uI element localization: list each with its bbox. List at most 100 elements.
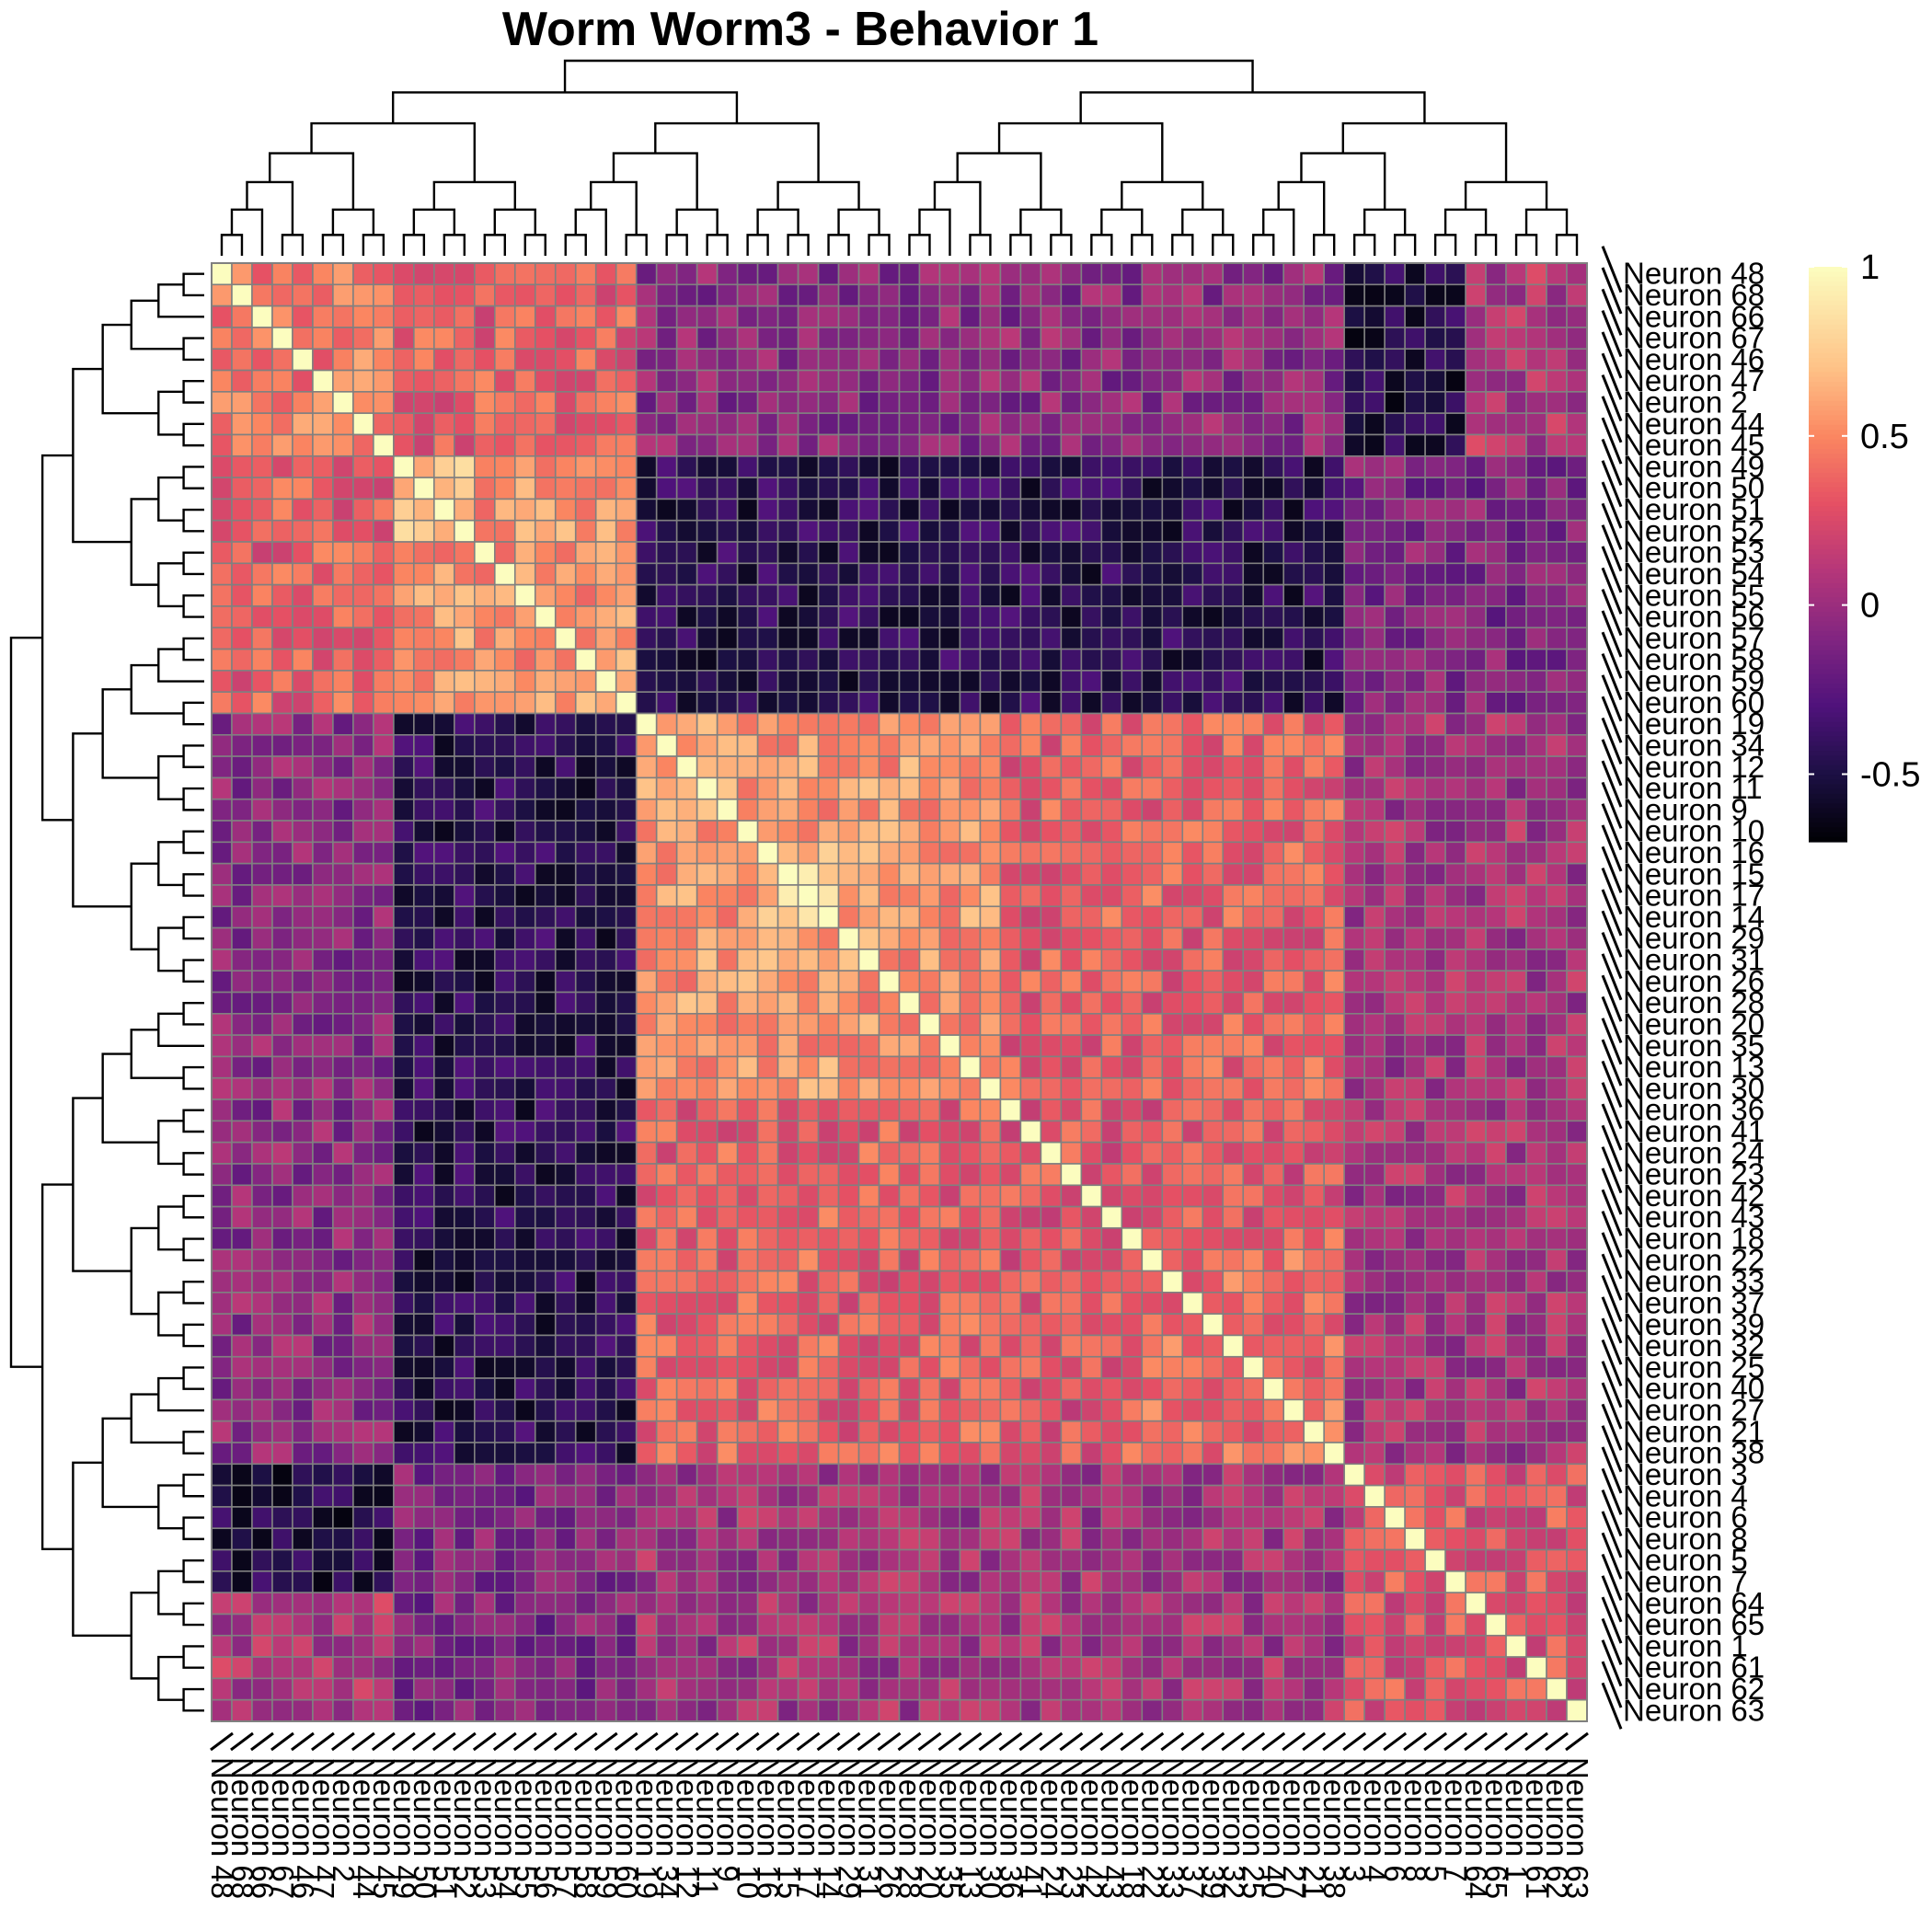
heatmap-cell [373, 283, 395, 307]
heatmap-cell [534, 1656, 557, 1680]
heatmap-cell [413, 1163, 435, 1187]
heatmap-cell [454, 712, 476, 736]
heatmap-cell [857, 1656, 880, 1680]
heatmap-cell [1343, 691, 1365, 715]
heatmap-cell [716, 262, 739, 286]
heatmap-cell [554, 583, 577, 607]
heatmap-cell [231, 1634, 253, 1658]
heatmap-cell [1161, 454, 1184, 478]
row-label-tick [1601, 1446, 1623, 1494]
heatmap-cell [574, 1677, 597, 1701]
heatmap-cell [837, 283, 860, 307]
heatmap-cell [211, 541, 233, 565]
heatmap-cell [1019, 1527, 1042, 1551]
heatmap-cell [352, 433, 374, 457]
heatmap-cell [1404, 1334, 1426, 1358]
heatmap-cell [454, 1184, 476, 1208]
heatmap-cell [675, 412, 698, 436]
heatmap-cell [1444, 327, 1466, 351]
heatmap-cell [454, 1141, 476, 1165]
heatmap-cell [918, 991, 941, 1015]
heatmap-cell [332, 691, 354, 715]
heatmap-cell [1242, 1442, 1265, 1466]
heatmap-cell [1060, 1205, 1083, 1229]
heatmap-cell [1444, 1548, 1466, 1572]
heatmap-cell [878, 391, 901, 414]
heatmap-cell [1080, 1270, 1103, 1294]
heatmap-cell [1282, 905, 1305, 929]
row-label: Neuron 66 [1623, 299, 1765, 333]
heatmap-cell [817, 1656, 840, 1680]
heatmap-cell [736, 1463, 759, 1487]
heatmap-cell [554, 1270, 577, 1294]
heatmap-cell [837, 1570, 860, 1593]
heatmap-cell [1202, 1677, 1225, 1701]
heatmap-cell [979, 905, 1002, 929]
heatmap-cell [211, 1013, 233, 1036]
heatmap-cell [1404, 1420, 1426, 1443]
heatmap-cell [513, 949, 536, 972]
heatmap-cell [1181, 755, 1204, 779]
heatmap-cell [1566, 1313, 1588, 1337]
heatmap-cell [696, 1270, 719, 1294]
heatmap-cell [513, 498, 536, 522]
heatmap-cell [231, 712, 253, 736]
heatmap-cell [292, 1355, 314, 1379]
heatmap-cell [1424, 1184, 1446, 1208]
heatmap-cell [1262, 1592, 1285, 1616]
heatmap-cell [474, 1098, 496, 1122]
heatmap-cell [1323, 1570, 1345, 1593]
heatmap-cell [271, 1184, 293, 1208]
heatmap-cell [756, 1034, 779, 1058]
heatmap-cell [736, 1270, 759, 1294]
heatmap-cell [1019, 348, 1042, 372]
heatmap-cell [837, 670, 860, 693]
heatmap-cell [1444, 926, 1466, 950]
heatmap-cell [736, 369, 759, 393]
heatmap-cell [594, 1656, 617, 1680]
heatmap-cell [352, 1270, 374, 1294]
heatmap-cell [251, 1656, 273, 1680]
heatmap-cell [938, 1634, 961, 1658]
heatmap-cell [1019, 1205, 1042, 1229]
heatmap-cell [211, 348, 233, 372]
heatmap-cell [1202, 283, 1225, 307]
heatmap-cell [1505, 562, 1527, 586]
heatmap-cell [292, 1592, 314, 1616]
heatmap-cell [393, 755, 415, 779]
heatmap-cell [837, 1034, 860, 1058]
heatmap-cell [857, 498, 880, 522]
heatmap-cell [1404, 1141, 1426, 1165]
heatmap-cell [1161, 1120, 1184, 1144]
heatmap-cell [251, 1592, 273, 1616]
heatmap-cell [271, 949, 293, 972]
heatmap-cell [1242, 691, 1265, 715]
heatmap-cell [1121, 949, 1144, 972]
heatmap-cell [1222, 991, 1245, 1015]
heatmap-cell [1141, 1205, 1164, 1229]
heatmap-cell [696, 627, 719, 650]
heatmap-cell [513, 648, 536, 672]
heatmap-cell [716, 605, 739, 629]
heatmap-cell [1202, 498, 1225, 522]
heatmap-cell [1262, 1548, 1285, 1572]
heatmap-cell [1202, 327, 1225, 351]
heatmap-cell [1121, 862, 1144, 886]
heatmap-cell [312, 1313, 334, 1337]
heatmap-cell [513, 1442, 536, 1466]
heatmap-cell [1546, 327, 1568, 351]
heatmap-cell [797, 1592, 820, 1616]
heatmap-cell [373, 1463, 395, 1487]
heatmap-cell [1566, 1270, 1588, 1294]
heatmap-cell [1282, 712, 1305, 736]
dendrogram-branch [182, 637, 204, 661]
heatmap-cell [675, 1677, 698, 1701]
heatmap-cell [797, 949, 820, 972]
heatmap-cell [1465, 1548, 1487, 1572]
heatmap-cell [1424, 1120, 1446, 1144]
heatmap-cell [1566, 1442, 1588, 1466]
heatmap-cell [918, 1141, 941, 1165]
heatmap-cell [878, 1355, 901, 1379]
heatmap-cell [938, 776, 961, 800]
heatmap-cell [1485, 627, 1507, 650]
